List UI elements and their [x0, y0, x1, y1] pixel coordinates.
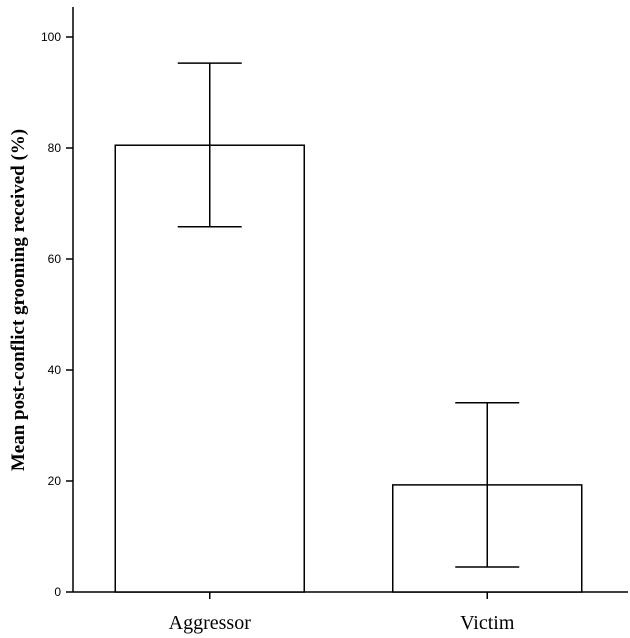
y-tick-label: 60: [48, 252, 62, 266]
x-axis: Aggressor Victim: [73, 591, 628, 634]
bars: [114, 144, 583, 593]
y-tick-label: 0: [54, 585, 61, 599]
error-bars: [177, 62, 520, 568]
x-tick-label: Aggressor: [169, 612, 252, 634]
y-tick-label: 20: [48, 474, 62, 488]
y-axis-label: Mean post-conflict grooming received (%): [8, 129, 29, 471]
x-tick-label: Victim: [460, 612, 515, 634]
y-axis: 0 20 40 60 80 100: [41, 7, 74, 599]
y-tick-label: 80: [48, 141, 62, 155]
y-tick-label: 100: [41, 30, 61, 44]
y-tick-label: 40: [48, 363, 62, 377]
